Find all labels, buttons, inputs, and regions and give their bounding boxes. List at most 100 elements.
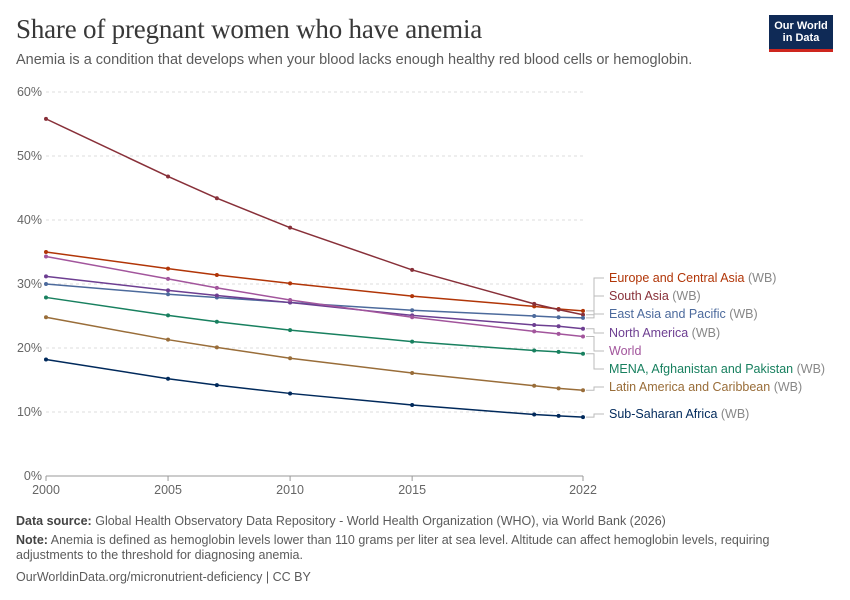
data-point-east-asia-and-pacific bbox=[410, 308, 415, 313]
data-point-north-america bbox=[532, 322, 537, 327]
data-point-world bbox=[288, 298, 293, 302]
data-point-latin-america-and-caribbean bbox=[532, 383, 537, 388]
series-label-north-america: North America (WB) bbox=[609, 326, 720, 340]
data-point-mena-afghanistan-and-pakistan bbox=[410, 339, 415, 344]
data-point-europe-and-central-asia bbox=[44, 250, 48, 254]
series-line-latin-america-and-caribbean bbox=[45, 316, 584, 391]
data-point-sub-saharan-africa bbox=[214, 383, 219, 388]
data-point-world bbox=[410, 315, 415, 320]
line-chart: 0% 10% 20% 30% 40% 50% 60% 2000 2005 2010 2015 2022… bbox=[17, 85, 825, 497]
series-line-europe-and-central-asia bbox=[45, 251, 584, 312]
series-label-world: World bbox=[609, 344, 641, 358]
data-point-latin-america-and-caribbean bbox=[581, 388, 585, 393]
y-tick-label: 50% bbox=[17, 149, 42, 163]
note-label: Note: bbox=[16, 533, 48, 547]
label-connector bbox=[586, 295, 604, 316]
data-point-world bbox=[44, 254, 48, 259]
data-point-mena-afghanistan-and-pakistan bbox=[288, 328, 293, 333]
data-point-sub-saharan-africa bbox=[556, 413, 561, 418]
data-point-south-asia bbox=[214, 196, 219, 201]
data-point-latin-america-and-caribbean bbox=[288, 356, 293, 361]
data-point-latin-america-and-caribbean bbox=[556, 386, 561, 391]
y-tick-label: 20% bbox=[17, 341, 42, 355]
series-label-mena-afghanistan-and-pakistan: MENA, Afghanistan and Pakistan (WB) bbox=[609, 362, 825, 376]
data-point-south-asia bbox=[410, 267, 415, 272]
series-label-east-asia-and-pacific: East Asia and Pacific (WB) bbox=[609, 307, 758, 321]
data-point-mena-afghanistan-and-pakistan bbox=[166, 313, 171, 318]
data-point-europe-and-central-asia bbox=[166, 266, 171, 271]
data-point-east-asia-and-pacific bbox=[532, 314, 537, 318]
data-point-east-asia-and-pacific bbox=[556, 315, 561, 320]
label-connector bbox=[586, 386, 604, 391]
data-source: Data source: Global Health Observatory D… bbox=[16, 514, 666, 529]
x-tick-label: 2005 bbox=[154, 483, 182, 497]
series-line-world bbox=[45, 255, 584, 338]
data-point-mena-afghanistan-and-pakistan bbox=[44, 295, 48, 300]
source-url[interactable]: OurWorldinData.org/micronutrient-deficie… bbox=[16, 570, 311, 584]
data-point-mena-afghanistan-and-pakistan bbox=[556, 349, 561, 354]
data-point-world bbox=[166, 276, 171, 281]
data-point-north-america bbox=[166, 288, 171, 293]
data-point-world bbox=[532, 329, 537, 334]
series-label-latin-america-and-caribbean: Latin America and Caribbean (WB) bbox=[609, 380, 802, 394]
data-point-sub-saharan-africa bbox=[166, 376, 171, 381]
series-line-sub-saharan-africa bbox=[45, 358, 584, 418]
data-source-text: Global Health Observatory Data Repositor… bbox=[95, 514, 666, 528]
label-connector bbox=[586, 413, 604, 418]
data-point-south-asia bbox=[288, 225, 293, 230]
data-point-sub-saharan-africa bbox=[410, 402, 415, 407]
data-point-east-asia-and-pacific bbox=[166, 292, 171, 297]
data-point-south-asia bbox=[532, 301, 537, 306]
data-point-south-asia bbox=[44, 116, 48, 121]
chart-title: Share of pregnant women who have anemia bbox=[16, 14, 483, 44]
label-connector bbox=[586, 328, 604, 334]
data-point-europe-and-central-asia bbox=[288, 281, 293, 286]
data-point-europe-and-central-asia bbox=[410, 294, 415, 299]
y-tick-label: 40% bbox=[17, 213, 42, 227]
y-tick-label: 30% bbox=[17, 277, 42, 291]
data-point-sub-saharan-africa bbox=[44, 357, 48, 362]
data-point-latin-america-and-caribbean bbox=[166, 337, 171, 342]
data-point-latin-america-and-caribbean bbox=[44, 315, 48, 320]
data-point-sub-saharan-africa bbox=[581, 415, 585, 420]
x-tick-label: 2010 bbox=[276, 483, 304, 497]
label-connector bbox=[586, 353, 604, 370]
y-tick-label: 60% bbox=[17, 85, 42, 99]
chart-note: Note: Anemia is defined as hemoglobin le… bbox=[16, 533, 816, 563]
note-text: Anemia is defined as hemoglobin levels l… bbox=[16, 533, 770, 562]
data-point-sub-saharan-africa bbox=[288, 391, 293, 396]
x-tick-label: 2015 bbox=[398, 483, 426, 497]
x-tick-label: 2000 bbox=[32, 483, 60, 497]
data-point-mena-afghanistan-and-pakistan bbox=[214, 319, 219, 324]
series-label-south-asia: South Asia (WB) bbox=[609, 289, 701, 303]
series-line-south-asia bbox=[45, 118, 584, 316]
data-point-north-america bbox=[581, 326, 585, 331]
data-point-world bbox=[581, 334, 585, 339]
data-point-europe-and-central-asia bbox=[214, 273, 219, 278]
series-line-east-asia-and-pacific bbox=[45, 283, 584, 319]
data-point-east-asia-and-pacific bbox=[581, 315, 585, 320]
data-point-world bbox=[556, 331, 561, 336]
owid-logo[interactable]: Our World in Data bbox=[769, 15, 833, 52]
x-tick-label: 2022 bbox=[569, 483, 597, 497]
y-tick-label: 0% bbox=[24, 469, 42, 483]
data-point-north-america bbox=[44, 274, 48, 279]
data-point-north-america bbox=[214, 293, 219, 298]
data-source-label: Data source: bbox=[16, 514, 92, 528]
logo-line-2: in Data bbox=[782, 32, 820, 44]
logo-line-1: Our World bbox=[774, 20, 828, 32]
data-point-latin-america-and-caribbean bbox=[214, 345, 219, 350]
data-point-east-asia-and-pacific bbox=[44, 282, 48, 286]
data-point-south-asia bbox=[166, 174, 171, 179]
chart-subtitle: Anemia is a condition that develops when… bbox=[16, 52, 693, 68]
label-connector bbox=[586, 313, 604, 319]
data-point-world bbox=[214, 285, 219, 290]
label-connector bbox=[586, 335, 604, 352]
data-point-sub-saharan-africa bbox=[532, 412, 537, 417]
data-point-north-america bbox=[556, 324, 561, 329]
data-point-europe-and-central-asia bbox=[581, 308, 585, 313]
series-label-sub-saharan-africa: Sub-Saharan Africa (WB) bbox=[609, 407, 749, 421]
series-label-europe-and-central-asia: Europe and Central Asia (WB) bbox=[609, 271, 776, 285]
label-connector bbox=[586, 277, 604, 312]
y-tick-label: 10% bbox=[17, 405, 42, 419]
